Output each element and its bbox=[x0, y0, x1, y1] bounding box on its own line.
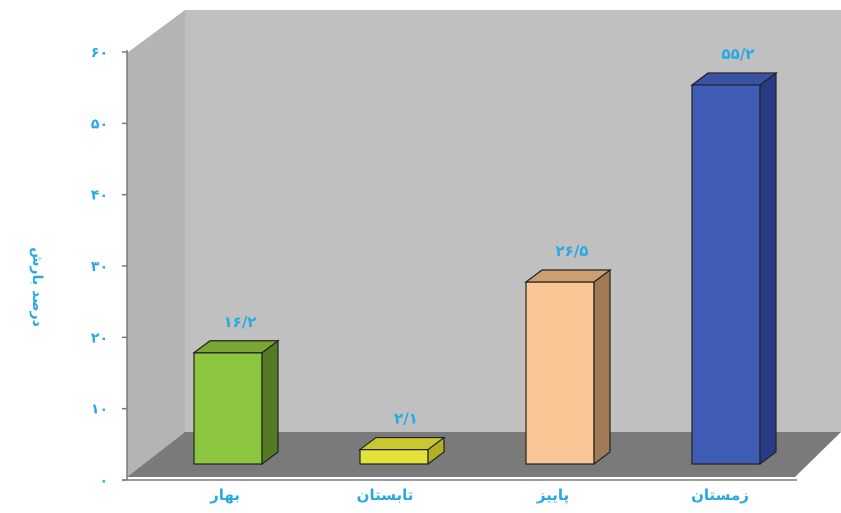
x-tick-label: پاییز bbox=[536, 486, 569, 505]
data-label: ۱۶/۲ bbox=[224, 313, 257, 331]
y-tick-label: ۱۰ bbox=[91, 402, 108, 418]
bar-top bbox=[690, 72, 778, 86]
bar-4 bbox=[690, 71, 778, 466]
data-labels-group: ۱۶/۲ ۲/۱ ۲۶/۵ ۵۵/۲ bbox=[224, 45, 755, 428]
bar-front bbox=[193, 352, 263, 465]
y-tick-label: ۲۰ bbox=[91, 330, 108, 346]
chart-side-wall bbox=[127, 10, 185, 477]
bar-2 bbox=[358, 436, 446, 466]
x-tick-label: زمستان bbox=[691, 486, 749, 504]
data-label: ۵۵/۲ bbox=[722, 45, 755, 63]
x-tick-label: بهار bbox=[209, 486, 240, 504]
bar-front bbox=[691, 84, 761, 465]
bar-3 bbox=[524, 268, 612, 466]
bar-1 bbox=[192, 339, 280, 466]
data-label: ۲۶/۵ bbox=[556, 242, 589, 260]
y-tick-label: ۶۰ bbox=[91, 45, 108, 61]
bar-top bbox=[192, 340, 280, 354]
y-tick-label: ۴۰ bbox=[91, 188, 108, 204]
bar-side bbox=[759, 71, 777, 466]
y-tick-label: ۵۰ bbox=[91, 116, 108, 132]
bar-front bbox=[359, 448, 429, 465]
chart-back-wall bbox=[185, 10, 841, 432]
y-tick-label: ۳۰ bbox=[91, 259, 108, 275]
x-axis-tick-labels: بهار تابستان پاییز زمستان bbox=[209, 486, 749, 505]
bars-group bbox=[192, 71, 778, 466]
y-axis-ticks: ۰ ۱۰ ۲۰ ۳۰ ۴۰ ۵۰ ۶۰ bbox=[91, 45, 127, 489]
bar-top bbox=[358, 436, 446, 451]
bar-top bbox=[524, 269, 612, 283]
x-tick-label: تابستان bbox=[357, 486, 414, 504]
chart-floor bbox=[127, 432, 841, 477]
y-axis-label: درصد بارش bbox=[29, 247, 45, 327]
bar-side bbox=[593, 268, 611, 466]
data-label: ۲/۱ bbox=[394, 410, 418, 428]
bar-side bbox=[261, 339, 279, 466]
y-tick-label: ۰ bbox=[99, 473, 108, 489]
bar-front bbox=[525, 281, 595, 465]
